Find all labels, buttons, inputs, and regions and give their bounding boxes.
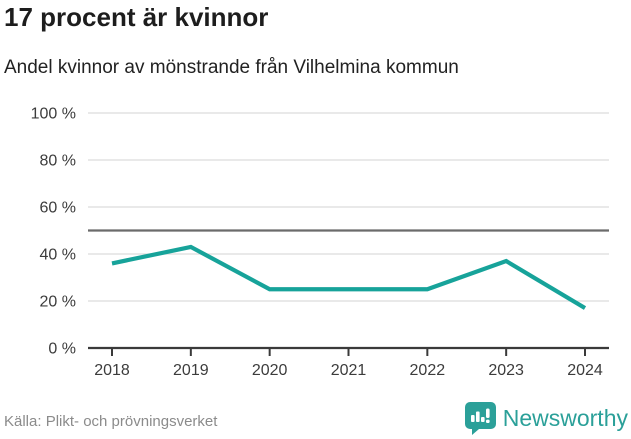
logo-exclamation-bar [485, 408, 490, 418]
logo-bars [470, 408, 490, 423]
logo-bubble [464, 402, 496, 435]
brand-name: Newsworthy [502, 405, 628, 431]
x-tick-label: 2021 [331, 362, 367, 379]
y-tick-label: 80 % [40, 153, 76, 170]
logo-exclamation-dot [485, 419, 490, 423]
x-tick-label: 2018 [94, 362, 130, 379]
y-tick-label: 100 % [31, 106, 76, 123]
x-tick-label: 2023 [488, 362, 524, 379]
x-tick-label: 2024 [567, 362, 603, 379]
y-tick-label: 60 % [40, 200, 76, 217]
source-note: Källa: Plikt- och prövningsverket [4, 413, 218, 430]
y-tick-label: 20 % [40, 294, 76, 311]
data-line [111, 244, 587, 310]
newsworthy-logo-icon [464, 402, 496, 435]
brand-logo: Newsworthy [464, 402, 628, 435]
chart-subtitle: Andel kvinnor av mönstrande från Vilhelm… [4, 57, 459, 78]
y-tick-label: 40 % [40, 247, 76, 264]
x-tick-label: 2020 [252, 362, 288, 379]
chart-title: 17 procent är kvinnor [4, 2, 269, 32]
x-tick-label: 2022 [410, 362, 446, 379]
x-tick-label: 2019 [173, 362, 209, 379]
y-tick-label: 0 % [48, 341, 76, 358]
